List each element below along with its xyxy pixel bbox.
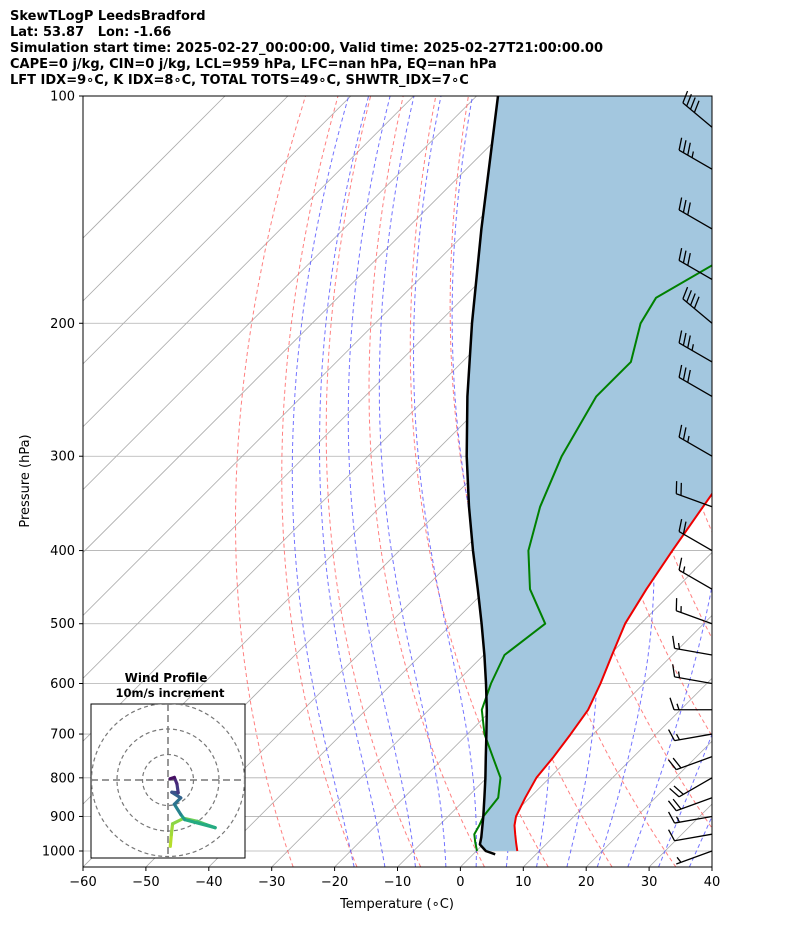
wind-barb bbox=[667, 729, 713, 742]
cin-shading bbox=[466, 96, 712, 851]
y-tick-label: 100 bbox=[50, 90, 75, 105]
x-tick-label: 10 bbox=[515, 875, 532, 890]
wind-barb bbox=[672, 664, 713, 685]
wind-barb bbox=[678, 137, 713, 170]
wind-barb bbox=[669, 777, 713, 798]
simulation-times: Simulation start time: 2025-02-27_00:00:… bbox=[10, 41, 603, 56]
y-tick-label: 200 bbox=[50, 317, 75, 332]
hodograph-segment bbox=[168, 775, 176, 781]
wind-barb bbox=[669, 697, 712, 711]
x-tick-label: −20 bbox=[321, 875, 348, 890]
hodograph-title: Wind Profile bbox=[125, 671, 208, 685]
x-axis-label: Temperature (∘C) bbox=[339, 897, 454, 912]
isotherm-line bbox=[83, 96, 226, 239]
stability-indices: LFT IDX=9∘C, K IDX=8∘C, TOTAL TOTS=49∘C,… bbox=[10, 73, 469, 88]
x-tick-label: −50 bbox=[132, 875, 159, 890]
moist-adiabat bbox=[412, 96, 477, 867]
moist-adiabat bbox=[596, 96, 655, 867]
hodograph-segment bbox=[168, 833, 173, 848]
moist-adiabat bbox=[378, 96, 447, 867]
isotherm-line bbox=[83, 96, 289, 302]
y-tick-label: 900 bbox=[50, 810, 75, 825]
x-tick-label: −60 bbox=[69, 875, 96, 890]
isotherm-line bbox=[83, 96, 540, 554]
isotherm-line bbox=[711, 866, 712, 867]
isotherm-line bbox=[83, 96, 352, 365]
moist-adiabat bbox=[319, 96, 386, 867]
x-tick-label: 0 bbox=[456, 875, 464, 890]
hodograph-segment bbox=[169, 822, 175, 837]
wind-barb bbox=[678, 330, 713, 363]
isotherm-line bbox=[83, 96, 477, 491]
x-tick-label: −30 bbox=[258, 875, 285, 890]
wind-barb bbox=[682, 90, 713, 128]
isotherm-line bbox=[83, 96, 414, 428]
dry-adiabat bbox=[368, 96, 485, 867]
x-tick-label: 40 bbox=[704, 875, 721, 890]
y-tick-label: 600 bbox=[50, 677, 75, 692]
wind-barb bbox=[667, 797, 713, 812]
dry-adiabat bbox=[729, 96, 794, 867]
isotherm-line bbox=[334, 489, 712, 867]
chart-title: SkewTLogP LeedsBradford bbox=[10, 9, 206, 24]
y-tick-label: 500 bbox=[50, 617, 75, 632]
isotherm-line bbox=[775, 96, 794, 867]
dry-adiabat bbox=[325, 96, 422, 867]
wind-barb bbox=[675, 598, 713, 625]
y-axis-label: Pressure (hPa) bbox=[18, 434, 33, 527]
station-location: Lat: 53.87 Lon: -1.66 bbox=[10, 25, 172, 40]
wind-barb bbox=[678, 197, 713, 230]
wind-barb bbox=[675, 481, 713, 508]
moist-adiabat bbox=[720, 96, 794, 867]
wind-barb bbox=[682, 286, 713, 324]
parcel-profile bbox=[465, 96, 500, 856]
y-tick-label: 800 bbox=[50, 771, 75, 786]
x-tick-label: 20 bbox=[578, 875, 595, 890]
y-tick-label: 1000 bbox=[42, 845, 75, 860]
y-tick-label: 400 bbox=[50, 544, 75, 559]
convective-parameters: CAPE=0 j/kg, CIN=0 j/kg, LCL=959 hPa, LF… bbox=[10, 57, 497, 72]
hodograph-segment bbox=[172, 802, 183, 817]
chart-header: SkewTLogP LeedsBradford Lat: 53.87 Lon: … bbox=[10, 9, 603, 89]
x-tick-label: −40 bbox=[195, 875, 222, 890]
dry-adiabat bbox=[235, 96, 306, 867]
hodograph-segment bbox=[170, 816, 186, 826]
wind-barb bbox=[667, 811, 713, 824]
x-tick-label: −10 bbox=[384, 875, 411, 890]
temperature-profile bbox=[513, 492, 712, 852]
isotherm-line bbox=[83, 96, 603, 616]
wind-barb bbox=[676, 850, 713, 865]
wind-barb bbox=[667, 829, 713, 842]
wind-barb bbox=[667, 756, 713, 771]
wind-barb bbox=[678, 424, 713, 457]
hodograph-segment bbox=[182, 817, 217, 830]
isotherm-line bbox=[460, 614, 712, 867]
wind-barb bbox=[678, 247, 713, 281]
moist-adiabat bbox=[347, 96, 416, 867]
dry-adiabat bbox=[409, 96, 549, 867]
y-tick-label: 700 bbox=[50, 728, 75, 743]
moist-adiabat bbox=[658, 732, 712, 867]
hodograph-subtitle: 10m/s increment bbox=[116, 686, 225, 700]
wind-barb bbox=[672, 635, 713, 656]
moist-adiabat bbox=[627, 96, 712, 867]
wind-barb bbox=[678, 364, 713, 398]
moist-adiabat bbox=[291, 96, 355, 867]
y-tick-label: 300 bbox=[50, 450, 75, 465]
isotherm-line bbox=[523, 677, 712, 867]
wind-barb bbox=[678, 519, 713, 552]
wind-barb bbox=[678, 557, 713, 590]
dry-adiabat bbox=[281, 96, 358, 867]
x-tick-label: 30 bbox=[641, 875, 658, 890]
dry-adiabat bbox=[762, 96, 794, 867]
